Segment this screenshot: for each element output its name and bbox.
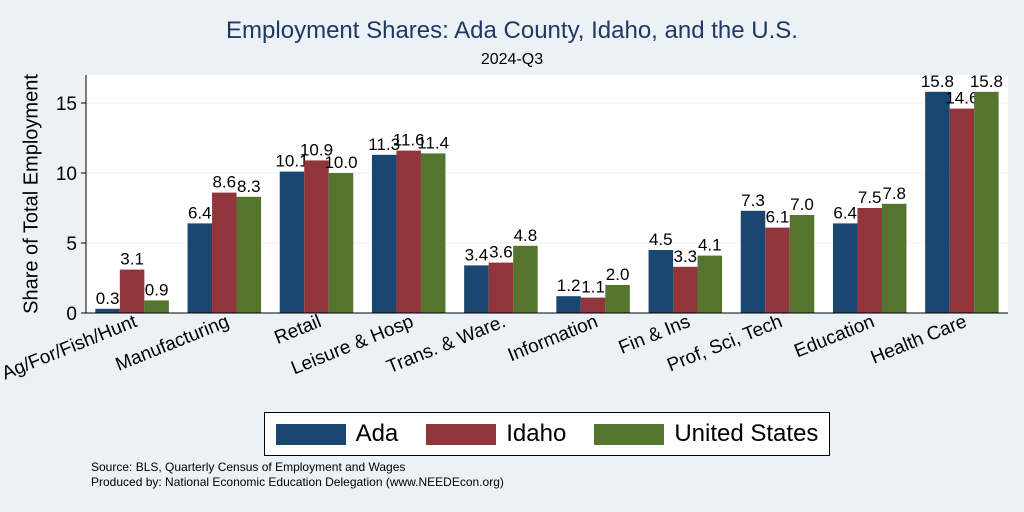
bar (119, 269, 145, 313)
bar (556, 296, 581, 313)
data-label: 6.1 (766, 208, 790, 227)
data-label: 6.4 (833, 203, 857, 222)
bar (974, 91, 999, 313)
bar (328, 173, 354, 313)
bar (95, 308, 120, 313)
data-label: 8.6 (212, 173, 236, 192)
y-tick-label: 5 (66, 234, 77, 255)
legend-item-united-states: United States (594, 420, 818, 448)
legend-swatch-ada (275, 423, 346, 445)
bar (236, 196, 262, 313)
bar (881, 203, 907, 313)
data-label: 3.4 (465, 245, 489, 264)
data-label: 7.0 (790, 195, 814, 214)
bar (420, 153, 446, 313)
data-label: 4.5 (649, 230, 673, 249)
x-tick-label: Retail (271, 311, 324, 349)
data-label: 3.6 (489, 243, 513, 262)
data-label: 2.0 (606, 265, 630, 284)
bar (697, 255, 723, 313)
bar (580, 297, 606, 313)
data-label: 10.1 (275, 152, 308, 171)
bar (396, 150, 421, 313)
data-label: 10.9 (300, 140, 333, 159)
data-label: 4.1 (698, 236, 722, 255)
bar (187, 223, 213, 313)
bar (648, 250, 674, 313)
bar (949, 108, 975, 313)
data-label: 15.8 (970, 72, 1003, 91)
bar (144, 300, 169, 313)
bar (832, 223, 858, 313)
bar (925, 91, 950, 313)
data-label: 14.6 (945, 89, 978, 108)
x-tick-label: Health Care (868, 311, 970, 368)
data-label: 7.8 (882, 184, 906, 203)
data-label: 11.4 (417, 133, 449, 152)
legend-label-idaho: Idaho (506, 420, 567, 447)
chart-title: Employment Shares: Ada County, Idaho, an… (226, 17, 798, 44)
bar (605, 285, 630, 313)
x-tick-label: Information (505, 311, 601, 366)
bar (464, 265, 489, 313)
data-label: 11.3 (368, 135, 400, 154)
x-tick-label: Education (791, 311, 877, 362)
bar (765, 227, 790, 313)
data-label: 11.6 (393, 131, 425, 150)
bar (789, 215, 815, 313)
legend: Ada Idaho United States (264, 412, 830, 456)
bar (673, 266, 698, 313)
y-tick-label: 0 (66, 304, 77, 325)
data-label: 0.3 (96, 289, 120, 308)
source-note: Source: BLS, Quarterly Census of Employm… (91, 460, 406, 474)
data-label: 8.3 (237, 177, 261, 196)
legend-label-united-states: United States (674, 420, 819, 447)
chart-subtitle: 2024-Q3 (480, 51, 544, 68)
bar (279, 171, 305, 313)
bar (513, 245, 538, 313)
bar (488, 262, 514, 313)
data-label: 3.1 (120, 250, 144, 269)
y-tick-label: 15 (56, 94, 77, 115)
y-tick-label: 10 (56, 164, 77, 185)
data-label: 3.3 (673, 247, 697, 266)
bar (212, 192, 237, 313)
bar (371, 154, 397, 313)
legend-swatch-united-states (594, 423, 665, 445)
data-label: 15.8 (921, 72, 954, 91)
data-label: 10.0 (324, 153, 357, 172)
data-label: 6.4 (188, 203, 212, 222)
bar (304, 160, 329, 313)
data-label: 1.1 (581, 278, 605, 297)
bar (740, 210, 766, 313)
data-label: 7.3 (741, 191, 765, 210)
data-label: 4.8 (514, 226, 538, 245)
legend-label-ada: Ada (355, 420, 399, 447)
legend-swatch-idaho (426, 423, 497, 445)
data-label: 0.9 (145, 280, 169, 299)
data-label: 1.2 (557, 276, 581, 295)
legend-item-ada: Ada (275, 420, 399, 448)
legend-item-idaho: Idaho (426, 420, 566, 448)
data-label: 7.5 (858, 188, 882, 207)
produced-by-note: Produced by: National Economic Education… (91, 475, 504, 489)
bar (857, 208, 882, 313)
